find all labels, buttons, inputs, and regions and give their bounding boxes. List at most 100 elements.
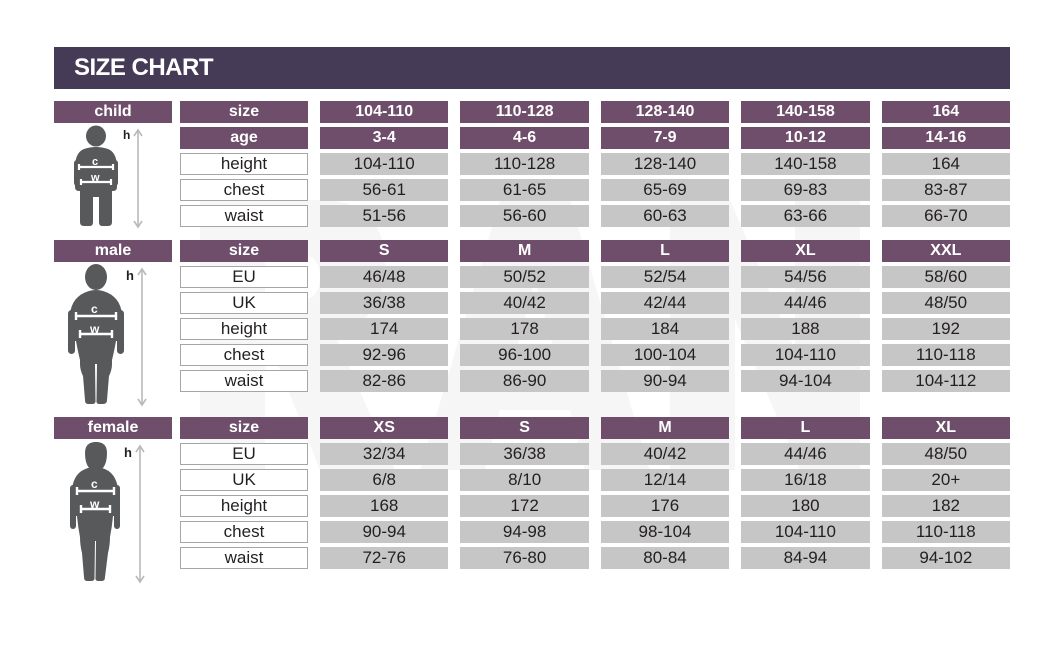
group-column-child: child c w h <box>54 99 180 230</box>
header-cell-age: 4-6 <box>460 127 589 149</box>
title-banner: SIZE CHART <box>54 47 1010 89</box>
group-label-child: child <box>54 101 172 123</box>
value-cell-height: 172 <box>460 495 589 517</box>
value-cell-chest: 100-104 <box>600 344 730 366</box>
row-label-uk: UK <box>180 292 308 314</box>
size-column-XXL: XXL 58/60 48/50 192 110-118 104-112 <box>881 238 1011 394</box>
row-label-size: size <box>180 417 308 439</box>
header-cell-size: XXL <box>881 240 1011 262</box>
value-cell-eu: 58/60 <box>881 266 1011 288</box>
chest-marker: c <box>91 477 98 491</box>
row-label-height: height <box>180 153 308 175</box>
size-column-L: L 52/54 42/44 184 100-104 90-94 <box>600 238 730 394</box>
row-label-height: height <box>180 318 308 340</box>
value-cell-waist: 80-84 <box>600 547 730 569</box>
figure-wrapper-female: c w h <box>54 441 172 584</box>
size-column-M: M 40/42 12/14 176 98-104 80-84 <box>600 415 730 571</box>
value-cell-height: 168 <box>320 495 449 517</box>
group-column-male: male c w h <box>54 238 180 407</box>
value-cell-waist: 84-94 <box>741 547 870 569</box>
value-cell-chest: 104-110 <box>741 344 870 366</box>
row-label-waist: waist <box>180 547 308 569</box>
group-label-male: male <box>54 240 172 262</box>
value-cell-eu: 46/48 <box>320 266 449 288</box>
group-label-female: female <box>54 417 172 439</box>
header-cell-size: M <box>600 417 730 439</box>
value-cell-height: 128-140 <box>600 153 730 175</box>
height-marker: h <box>126 268 134 283</box>
row-label-size: size <box>180 101 308 123</box>
value-cell-waist: 51-56 <box>320 205 449 227</box>
value-cell-uk: 36/38 <box>320 292 449 314</box>
size-column-S: S 46/48 36/38 174 92-96 82-86 <box>320 238 449 394</box>
value-cell-chest: 98-104 <box>600 521 730 543</box>
figure-wrapper-child: c w h <box>54 125 172 230</box>
value-cell-waist: 56-60 <box>460 205 589 227</box>
value-cell-eu: 40/42 <box>600 443 730 465</box>
height-marker: h <box>124 445 132 460</box>
value-cell-height: 192 <box>881 318 1011 340</box>
value-cell-height: 174 <box>320 318 449 340</box>
size-section-male: male c w h size EU UK height chest waist S 46/4… <box>0 238 1064 407</box>
value-cell-uk: 20+ <box>881 469 1011 491</box>
value-cell-chest: 61-65 <box>460 179 589 201</box>
section-divider <box>0 407 1064 415</box>
value-cell-uk: 40/42 <box>460 292 589 314</box>
row-label-column: size EU UK height chest waist <box>180 238 308 394</box>
row-label-chest: chest <box>180 521 308 543</box>
value-cell-uk: 8/10 <box>460 469 589 491</box>
value-cell-chest: 94-98 <box>460 521 589 543</box>
value-cell-waist: 104-112 <box>881 370 1011 392</box>
size-column-L: L 44/46 16/18 180 104-110 84-94 <box>741 415 870 571</box>
header-cell-age: 10-12 <box>741 127 870 149</box>
section-body: male c w h size EU UK height chest waist S 46/4… <box>0 238 1064 407</box>
value-cell-uk: 6/8 <box>320 469 449 491</box>
size-column-XL: XL 48/50 20+ 182 110-118 94-102 <box>881 415 1011 571</box>
value-cell-waist: 63-66 <box>741 205 870 227</box>
value-cell-eu: 52/54 <box>600 266 730 288</box>
value-cell-eu: 44/46 <box>741 443 870 465</box>
size-sections: child c w h size age height chest waist 104-1… <box>0 99 1064 584</box>
value-cell-chest: 96-100 <box>460 344 589 366</box>
value-cell-height: 104-110 <box>320 153 449 175</box>
row-label-age: age <box>180 127 308 149</box>
value-cell-height: 182 <box>881 495 1011 517</box>
row-label-eu: EU <box>180 266 308 288</box>
section-body: female c w h size EU UK height chest waist XS 3… <box>0 415 1064 584</box>
value-cell-height: 164 <box>881 153 1011 175</box>
value-cell-eu: 32/34 <box>320 443 449 465</box>
male-silhouette: c w h <box>68 264 147 407</box>
header-cell-age: 7-9 <box>600 127 730 149</box>
value-cell-waist: 72-76 <box>320 547 449 569</box>
value-cell-height: 110-128 <box>460 153 589 175</box>
header-cell-size: S <box>320 240 449 262</box>
female-silhouette: c w h <box>70 442 145 584</box>
size-column-XL: XL 54/56 44/46 188 104-110 94-104 <box>741 238 870 394</box>
header-cell-age: 3-4 <box>320 127 449 149</box>
value-cell-chest: 110-118 <box>881 521 1011 543</box>
row-label-height: height <box>180 495 308 517</box>
header-cell-size: 104-110 <box>320 101 449 123</box>
row-label-size: size <box>180 240 308 262</box>
header-cell-size: 140-158 <box>741 101 870 123</box>
value-cell-height: 140-158 <box>741 153 870 175</box>
header-cell-size: 164 <box>881 101 1011 123</box>
size-column-XS: XS 32/34 6/8 168 90-94 72-76 <box>320 415 449 571</box>
section-divider <box>0 230 1064 238</box>
size-section-female: female c w h size EU UK height chest waist XS 3… <box>0 415 1064 584</box>
value-cell-height: 184 <box>600 318 730 340</box>
value-cell-waist: 94-104 <box>741 370 870 392</box>
header-cell-size: XS <box>320 417 449 439</box>
size-column-104-110: 104-110 3-4 104-110 56-61 51-56 <box>320 99 449 229</box>
value-cell-waist: 60-63 <box>600 205 730 227</box>
size-section-child: child c w h size age height chest waist 104-1… <box>0 99 1064 230</box>
value-cell-uk: 16/18 <box>741 469 870 491</box>
height-marker: h <box>123 128 130 142</box>
header-cell-age: 14-16 <box>881 127 1011 149</box>
waist-marker: w <box>89 322 100 336</box>
value-cell-eu: 54/56 <box>741 266 870 288</box>
value-cell-waist: 76-80 <box>460 547 589 569</box>
header-cell-size: M <box>460 240 589 262</box>
waist-marker: w <box>89 497 100 511</box>
